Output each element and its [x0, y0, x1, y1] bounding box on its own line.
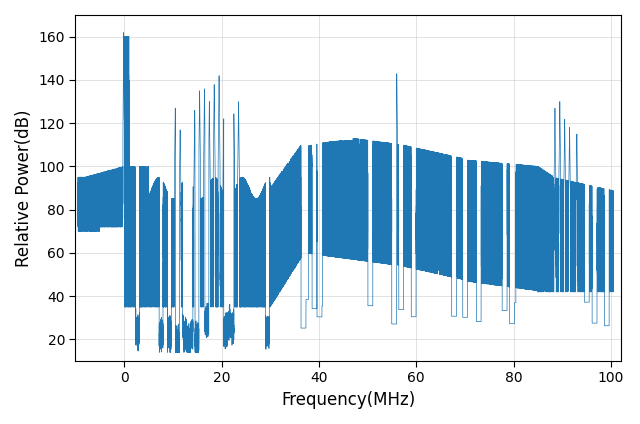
X-axis label: Frequency(MHz): Frequency(MHz) — [281, 391, 415, 409]
Y-axis label: Relative Power(dB): Relative Power(dB) — [15, 109, 33, 267]
